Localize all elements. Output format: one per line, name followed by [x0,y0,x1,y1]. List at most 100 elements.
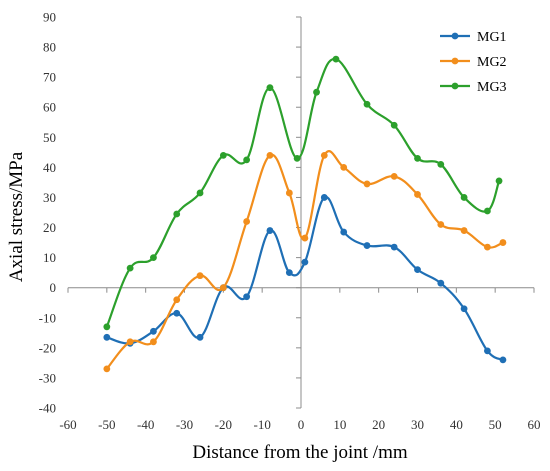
data-point-mg1 [243,293,251,301]
y-tick-label: -40 [39,401,56,416]
x-tick-label: 10 [333,417,346,432]
data-point-mg3 [243,156,251,164]
data-point-mg3 [219,151,227,159]
data-point-mg2 [460,227,468,234]
data-point-mg1 [103,333,111,341]
axes: -60 -50 -40 -30 -20 -10 0 10 20 30 40 50 60 -40 -30 -20… [39,10,541,433]
data-point-mg3 [332,55,340,63]
y-tick-label: -10 [39,310,56,325]
data-point-mg3 [173,210,181,218]
series-mg2 [103,150,507,373]
x-tick-label: 30 [411,417,424,432]
data-point-mg1 [150,327,157,335]
legend-label: MG3 [477,80,507,95]
data-point-mg2 [150,338,157,346]
y-tick-label: 90 [43,10,56,25]
x-axis-title: Distance from the joint /mm [192,442,408,463]
data-point-mg2 [285,189,293,197]
legend-swatch-marker [451,82,459,90]
legend-swatch-marker [451,32,459,40]
y-tick-label: 70 [43,70,56,85]
series-mg3 [103,55,503,331]
y-tick-label: 0 [50,280,57,295]
data-point-mg1 [266,227,274,234]
y-tick-label: 60 [43,100,56,115]
data-point-mg3 [313,88,320,96]
data-point-mg3 [103,323,111,331]
data-point-mg2 [219,284,227,292]
x-tick-label: 20 [372,417,385,432]
data-point-mg3 [293,154,301,162]
data-point-mg1 [196,333,204,341]
series-line-mg1 [106,195,504,361]
x-tick-label: -10 [253,417,270,432]
data-point-mg2 [243,218,251,225]
data-point-mg2 [320,151,328,159]
y-tick-label: -20 [39,340,56,355]
x-tick-label: 0 [298,417,305,432]
data-point-mg2 [499,239,507,246]
x-tick-label: -50 [98,417,115,432]
data-point-mg3 [126,264,134,272]
data-point-mg1 [301,258,309,266]
series-layer [103,55,507,373]
data-point-mg3 [150,254,157,262]
data-point-mg2 [126,338,134,346]
y-tick-label: 80 [43,40,56,55]
legend-item-mg3: MG3 [440,80,507,95]
data-point-mg2 [266,151,274,159]
x-tick-label: -30 [176,417,193,432]
data-point-mg1 [484,347,491,355]
data-point-mg2 [301,234,309,242]
x-tick-label: -40 [137,417,154,432]
legend-item-mg2: MG2 [440,55,507,70]
y-tick-label: 10 [43,250,56,265]
data-point-mg2 [437,221,445,228]
y-tick-label: -30 [39,370,56,385]
legend-label: MG1 [477,30,507,45]
x-tick-label: 50 [489,417,502,432]
y-tick-label: 20 [43,220,56,235]
data-point-mg1 [460,305,468,313]
y-tick-label: 30 [43,190,56,205]
legend: MG1 MG2 MG3 [440,30,507,95]
data-point-mg1 [414,266,421,274]
data-point-mg2 [103,365,111,373]
legend-label: MG2 [477,55,507,70]
data-point-mg3 [266,84,274,92]
y-tick-label: 50 [43,130,56,145]
data-point-mg3 [460,194,468,201]
x-tick-label: -20 [215,417,232,432]
legend-swatch-marker [451,57,459,65]
data-point-mg2 [173,296,181,304]
data-point-mg3 [414,154,421,162]
data-point-mg1 [499,356,507,364]
data-point-mg1 [285,269,293,277]
x-tick-label: 60 [528,417,541,432]
data-point-mg1 [320,194,328,201]
data-point-mg1 [437,279,445,287]
data-point-mg3 [363,100,371,108]
series-mg1 [103,194,507,364]
data-point-mg2 [363,180,371,188]
y-tick-label: 40 [43,160,56,175]
data-point-mg1 [340,228,348,236]
series-line-mg3 [105,58,501,328]
data-point-mg2 [414,191,421,198]
data-point-mg1 [390,243,398,251]
data-point-mg3 [390,121,398,129]
x-tick-label: 40 [450,417,463,432]
data-point-mg1 [363,242,371,249]
data-point-mg2 [196,272,204,280]
data-point-mg2 [390,173,398,180]
x-tick-label: -60 [59,417,76,432]
data-point-mg3 [495,177,503,185]
data-point-mg1 [173,309,181,317]
data-point-mg3 [484,207,491,215]
data-point-mg2 [340,163,348,171]
y-axis-title: Axial stress/MPa [6,151,27,282]
data-point-mg2 [484,243,491,251]
legend-item-mg1: MG1 [440,30,507,45]
data-point-mg3 [196,189,204,197]
